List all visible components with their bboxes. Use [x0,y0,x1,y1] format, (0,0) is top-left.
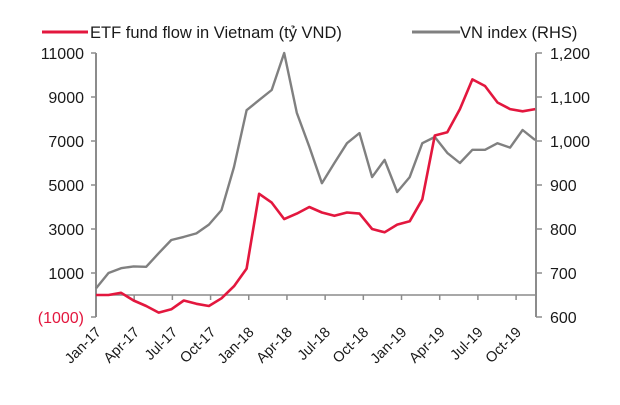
right-tick-label: 1,000 [550,134,590,151]
x-tick-label: Apr-17 [101,325,143,367]
x-tick-label: Oct-17 [177,325,219,367]
x-tick-label: Jul-18 [295,325,334,364]
vn-index-line [95,51,536,290]
x-tick-label: Oct-19 [483,325,525,367]
right-tick-label: 800 [550,222,577,239]
legend: ETF fund flow in Vietnam (tỷ VND) VN inde… [42,24,577,42]
legend-label-etf: ETF fund flow in Vietnam (tỷ VND) [90,24,342,42]
left-tick-label: 1000 [48,266,84,283]
x-tick-label: Jan-19 [368,325,411,368]
left-tick-label: 7000 [48,134,84,151]
x-tick-label: Jan-17 [62,325,105,368]
x-tick-label: Jan-18 [215,325,258,368]
right-tick-label: 600 [550,310,577,327]
x-tick-label: Apr-19 [406,325,448,367]
series-lines [95,51,536,314]
x-tick-label: Jul-19 [447,325,486,364]
left-tick-label: 3000 [48,222,84,239]
legend-label-vn-index: VN index (RHS) [460,24,577,42]
x-tick-label: Jul-17 [142,325,181,364]
x-tick-label: Oct-18 [330,325,372,367]
left-tick-label: 11000 [41,46,84,63]
left-tick-label: (1000) [38,310,84,327]
etf-fund-flow-line [96,78,536,314]
axes: 11000 9000 7000 5000 3000 1000 (1000) 1,200 1,10… [38,46,590,367]
right-tick-label: 900 [550,178,577,195]
right-tick-label: 1,100 [550,90,590,107]
x-tick-label: Apr-18 [254,325,296,367]
left-tick-label: 5000 [48,178,84,195]
right-tick-label: 700 [550,266,577,283]
right-tick-label: 1,200 [550,46,590,63]
left-tick-label: 9000 [48,90,84,107]
